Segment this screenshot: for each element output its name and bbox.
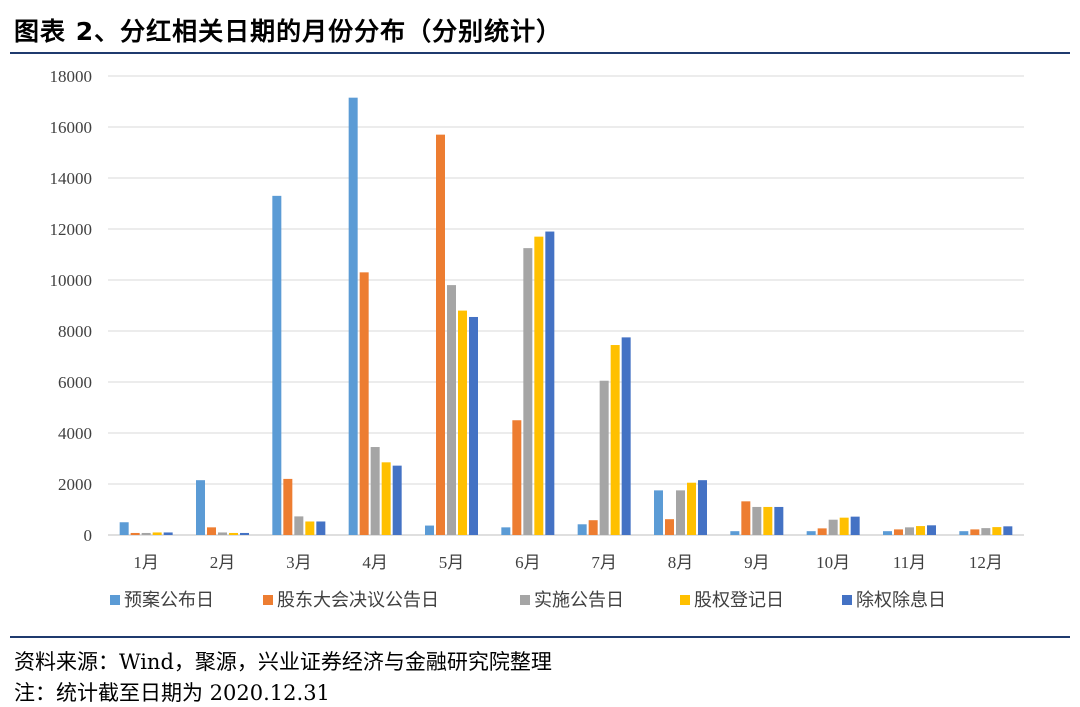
bar — [883, 531, 892, 535]
bar — [163, 532, 173, 535]
bar — [348, 97, 358, 536]
legend-label: 股东大会决议公告日 — [277, 590, 439, 610]
bar — [599, 380, 609, 535]
bar — [1003, 526, 1013, 535]
bar — [392, 465, 402, 535]
bar — [752, 506, 762, 535]
x-tick-label: 5月 — [439, 553, 465, 572]
bar — [610, 345, 620, 535]
x-tick-label: 1月 — [133, 553, 159, 572]
source-text: 资料来源：Wind，聚源，兴业证券经济与金融研究院整理 — [14, 650, 552, 674]
bar — [676, 490, 685, 535]
bar — [141, 532, 151, 535]
y-tick-label: 2000 — [58, 475, 92, 494]
y-tick-label: 6000 — [58, 373, 92, 392]
bar — [469, 316, 478, 535]
legend-label: 预案公布日 — [124, 590, 214, 610]
bar — [588, 520, 598, 535]
bar — [447, 285, 456, 535]
bar — [959, 531, 969, 535]
bar — [207, 527, 216, 535]
bar — [916, 526, 925, 535]
legend-label: 实施公告日 — [534, 590, 624, 610]
bar — [981, 528, 991, 535]
bar — [240, 532, 249, 535]
y-tick-label: 16000 — [50, 118, 93, 137]
bar — [130, 532, 140, 535]
bar — [436, 134, 445, 535]
bar — [119, 522, 129, 535]
legend-label: 股权登记日 — [694, 590, 784, 610]
x-tick-label: 8月 — [668, 553, 694, 572]
bar — [992, 527, 1002, 535]
bar — [294, 516, 304, 535]
y-tick-label: 4000 — [58, 424, 92, 443]
y-tick-label: 0 — [84, 526, 93, 545]
bar — [927, 525, 936, 535]
bar — [425, 525, 434, 535]
x-tick-label: 7月 — [591, 553, 617, 572]
bar — [370, 447, 380, 535]
x-tick-label: 3月 — [286, 553, 312, 572]
bar — [218, 532, 227, 535]
legend-swatch — [680, 595, 690, 605]
bar — [687, 482, 696, 535]
bar — [828, 519, 838, 535]
chart-title: 图表 2、分红相关日期的月份分布（分别统计） — [14, 17, 563, 46]
bar — [654, 490, 663, 535]
x-tick-label: 6月 — [515, 553, 541, 572]
legend-label: 除权除息日 — [856, 590, 946, 610]
y-tick-label: 10000 — [50, 271, 93, 290]
x-tick-label: 2月 — [210, 553, 236, 572]
y-tick-label: 12000 — [50, 220, 93, 239]
bar — [381, 462, 391, 535]
bar — [698, 480, 707, 535]
bar — [839, 517, 849, 535]
bar — [806, 531, 816, 535]
bar — [305, 521, 315, 535]
x-tick-label: 4月 — [362, 553, 388, 572]
bar — [501, 527, 511, 535]
bar — [905, 527, 914, 535]
title-divider — [10, 52, 1070, 54]
legend-swatch — [263, 595, 273, 605]
bar — [316, 521, 326, 535]
y-tick-label: 18000 — [50, 67, 93, 86]
x-tick-label: 11月 — [893, 553, 926, 572]
bar — [196, 480, 205, 535]
x-tick-label: 10月 — [816, 553, 850, 572]
bar — [272, 195, 282, 535]
bar-chart: 0 2000 4000 6000 8000 10000 12000 14000 16000 180… — [50, 67, 1024, 610]
bar — [545, 231, 555, 536]
bar — [534, 236, 544, 535]
x-tick-label: 9月 — [744, 553, 770, 572]
bar — [229, 532, 238, 535]
bar — [359, 272, 369, 535]
bar — [458, 310, 467, 535]
legend-swatch — [520, 595, 530, 605]
footer-divider — [10, 636, 1070, 638]
bar — [621, 337, 631, 535]
legend-swatch — [110, 595, 120, 605]
legend-swatch — [842, 595, 852, 605]
y-tick-label: 14000 — [50, 169, 93, 188]
bar — [730, 531, 740, 535]
bar — [152, 532, 162, 535]
bar — [970, 529, 980, 535]
bar — [850, 516, 860, 535]
bar — [577, 524, 587, 535]
x-tick-label: 12月 — [969, 553, 1003, 572]
bar — [817, 528, 827, 535]
note-text: 注：统计截至日期为 2020.12.31 — [14, 681, 330, 705]
bar — [512, 420, 522, 535]
bar — [894, 529, 903, 535]
bar — [283, 478, 293, 535]
bar — [665, 519, 674, 535]
bar — [774, 506, 784, 535]
bar — [523, 248, 533, 535]
bar — [763, 506, 773, 535]
bar — [741, 501, 751, 535]
y-tick-label: 8000 — [58, 322, 92, 341]
